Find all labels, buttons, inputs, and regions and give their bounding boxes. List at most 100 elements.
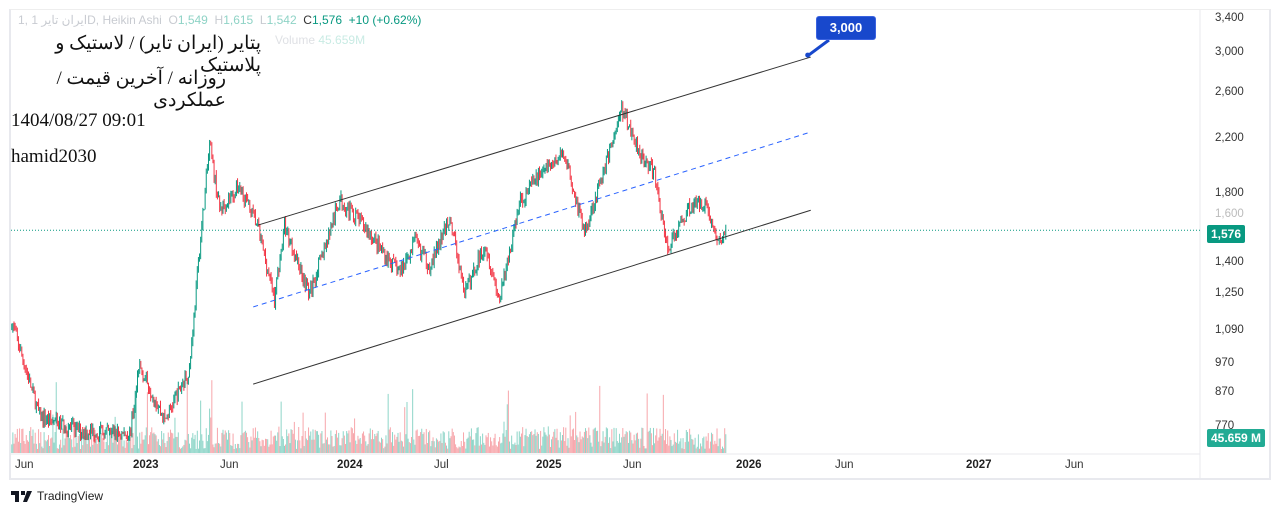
volume-bar <box>82 445 84 453</box>
volume-bar <box>294 439 296 453</box>
volume-bar <box>343 435 345 453</box>
volume-bar <box>152 433 154 453</box>
volume-bar <box>446 445 448 453</box>
volume-bar <box>523 446 525 453</box>
volume-bar <box>315 431 317 453</box>
trendline-channel-mid[interactable] <box>253 131 811 308</box>
volume-bar <box>209 408 211 453</box>
volume-bar <box>254 427 256 453</box>
volume-bar <box>717 446 719 453</box>
volume-bar <box>440 433 442 453</box>
volume-bar <box>535 435 537 453</box>
volume-bar <box>375 436 377 453</box>
volume-bar <box>44 440 46 453</box>
volume-bar <box>92 444 94 453</box>
volume-bar <box>188 443 190 453</box>
volume-bar <box>591 446 593 453</box>
volume-bar <box>593 428 595 453</box>
volume-bar <box>708 448 710 453</box>
volume-bar <box>400 440 402 453</box>
price-tick: 770 <box>1215 419 1235 432</box>
volume-bar <box>640 438 642 453</box>
volume-bar <box>199 440 201 453</box>
volume-bar <box>103 441 105 453</box>
volume-bar <box>291 429 293 453</box>
symbol-name[interactable]: 1, ایران تایر <box>18 13 88 27</box>
volume-bar <box>219 443 221 453</box>
volume-bar <box>258 438 260 453</box>
tradingview-logo[interactable]: TradingView <box>11 489 103 503</box>
volume-bar <box>367 444 369 453</box>
volume-bar <box>171 432 173 453</box>
volume-bar <box>424 444 426 453</box>
volume-bar <box>519 436 521 453</box>
volume-bar <box>105 441 107 453</box>
volume-bar <box>277 432 279 453</box>
volume-bar <box>457 448 459 453</box>
volume-bar <box>229 433 231 453</box>
target-anchor[interactable] <box>805 52 811 58</box>
volume-bar <box>612 441 614 453</box>
volume-bar <box>239 448 241 453</box>
close-value: 1,576 <box>311 13 342 27</box>
volume-bar <box>433 441 435 453</box>
volume-bar <box>138 448 140 453</box>
volume-bar <box>668 445 670 453</box>
volume-bar <box>154 434 156 453</box>
volume-bar <box>409 443 411 453</box>
volume-bar <box>506 404 508 453</box>
volume-bar <box>630 432 632 453</box>
volume-bar <box>318 434 320 453</box>
volume-bar <box>458 446 460 453</box>
volume-bar <box>366 445 368 453</box>
volume-bar <box>339 445 341 453</box>
volume-bar <box>524 435 526 453</box>
volume-bar <box>387 393 389 453</box>
volume-bar <box>100 433 102 453</box>
open-label: O <box>168 13 178 27</box>
volume-bar <box>36 448 38 453</box>
volume-bar <box>205 428 207 453</box>
volume-bar <box>303 446 305 453</box>
volume-bar <box>91 429 93 453</box>
volume-bar <box>485 435 487 453</box>
volume-bar <box>499 437 501 453</box>
volume-bar <box>334 433 336 453</box>
volume-bar <box>110 429 112 453</box>
volume-bar <box>469 436 471 453</box>
time-tick: 2025 <box>536 459 562 471</box>
volume-bar <box>87 435 89 453</box>
volume-bar <box>244 430 246 453</box>
volume-bar <box>180 448 182 453</box>
volume-bar <box>725 434 727 453</box>
volume-legend: Volume 45.659M <box>275 33 365 47</box>
trendline-channel-upper[interactable] <box>257 56 811 226</box>
volume-bar <box>185 440 187 453</box>
volume-bar <box>724 428 726 453</box>
volume-bar <box>354 418 356 453</box>
target-price-label[interactable]: 3,000 <box>816 16 876 40</box>
volume-bar <box>327 437 329 453</box>
volume-bar <box>558 447 560 453</box>
volume-bar <box>269 444 271 453</box>
volume-bar <box>379 442 381 453</box>
price-tick: 970 <box>1215 356 1235 369</box>
volume-bar <box>200 400 202 453</box>
volume-bar <box>476 427 478 453</box>
volume-bar <box>144 435 146 453</box>
volume-bar <box>637 432 639 453</box>
volume-bar <box>13 443 15 453</box>
volume-bar <box>365 441 367 453</box>
volume-bar <box>251 440 253 453</box>
trendline-channel-lower[interactable] <box>253 209 811 385</box>
volume-bar <box>461 445 463 453</box>
volume-bar <box>313 439 315 453</box>
volume-bar <box>29 430 31 453</box>
volume-bar <box>25 435 27 453</box>
volume-bar <box>450 436 452 453</box>
volume-bar <box>157 439 159 453</box>
volume-bar <box>346 431 348 453</box>
volume-bar <box>497 441 499 453</box>
volume-bar <box>213 447 215 453</box>
